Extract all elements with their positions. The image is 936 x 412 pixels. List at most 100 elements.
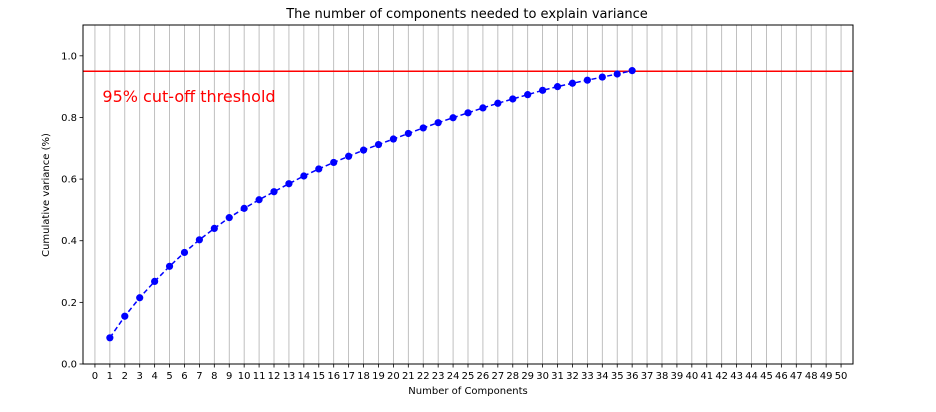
x-tick-label: 14 xyxy=(297,371,310,382)
x-tick-label: 25 xyxy=(462,371,475,382)
data-point xyxy=(479,104,487,112)
x-axis-label: Number of Components xyxy=(408,386,527,397)
data-point xyxy=(509,95,517,103)
x-tick-label: 2 xyxy=(122,371,128,382)
x-tick-label: 15 xyxy=(312,371,325,382)
data-point xyxy=(568,79,577,87)
x-tick-label: 48 xyxy=(805,371,818,382)
x-tick-label: 33 xyxy=(581,371,594,382)
x-tick-label: 36 xyxy=(626,371,639,382)
series-group xyxy=(106,67,636,342)
x-tick-label: 6 xyxy=(181,371,187,382)
x-tick-label: 34 xyxy=(596,371,609,382)
data-point xyxy=(225,214,233,222)
data-point xyxy=(330,158,338,167)
data-point xyxy=(539,86,547,94)
grid-lines xyxy=(94,25,842,364)
x-tick-label: 31 xyxy=(551,371,564,382)
y-tick-label: 0.0 xyxy=(61,360,77,371)
x-tick-label: 49 xyxy=(820,371,833,382)
x-tick-label: 45 xyxy=(760,371,773,382)
x-tick-label: 9 xyxy=(226,371,232,382)
data-point xyxy=(300,172,308,180)
x-tick-label: 41 xyxy=(700,371,713,382)
x-tick-label: 11 xyxy=(253,371,266,382)
x-tick-label: 16 xyxy=(327,371,340,382)
threshold-label: 95% cut-off threshold xyxy=(102,87,275,106)
x-tick-label: 7 xyxy=(196,371,202,382)
data-point xyxy=(315,165,323,173)
x-tick-label: 8 xyxy=(211,371,217,382)
data-point xyxy=(136,294,144,302)
data-point xyxy=(524,91,532,99)
data-point xyxy=(210,224,218,232)
x-tick-label: 21 xyxy=(402,371,415,382)
x-tick-label: 18 xyxy=(357,371,370,382)
data-point xyxy=(151,277,159,286)
x-tick-label: 13 xyxy=(283,371,296,382)
data-point xyxy=(121,312,129,320)
x-tick-label: 38 xyxy=(656,371,669,382)
data-point xyxy=(449,114,457,122)
x-tick-label: 46 xyxy=(775,371,788,382)
y-axis-label: Cumulative variance (%) xyxy=(41,133,52,257)
data-point xyxy=(404,129,412,138)
data-point xyxy=(464,109,472,117)
x-tick-label: 29 xyxy=(521,371,534,382)
x-tick-label: 40 xyxy=(685,371,698,382)
data-point xyxy=(553,83,562,91)
x-tick-label: 26 xyxy=(477,371,490,382)
data-point xyxy=(285,180,293,188)
x-tick-label: 22 xyxy=(417,371,430,382)
data-point xyxy=(270,188,278,196)
axis-ticks: 0 1 2 3 4 5 6 7 8 9 10 11 12 13 14 15 16 17 18 19 20 21 22 23 24… xyxy=(61,51,847,382)
x-tick-label: 43 xyxy=(730,371,743,382)
data-point xyxy=(180,248,189,257)
x-tick-label: 28 xyxy=(506,371,519,382)
data-point xyxy=(434,119,442,127)
x-tick-label: 20 xyxy=(387,371,400,382)
data-point xyxy=(240,204,248,212)
x-tick-label: 10 xyxy=(238,371,251,382)
x-tick-label: 12 xyxy=(268,371,281,382)
x-tick-label: 50 xyxy=(835,371,848,382)
x-tick-label: 4 xyxy=(151,371,157,382)
x-tick-label: 17 xyxy=(342,371,355,382)
x-tick-label: 3 xyxy=(137,371,143,382)
data-point xyxy=(389,135,397,143)
data-point xyxy=(359,146,368,154)
data-point xyxy=(583,76,591,84)
x-tick-label: 0 xyxy=(92,371,98,382)
y-tick-label: 0.6 xyxy=(61,175,77,186)
data-point xyxy=(419,124,427,132)
data-point xyxy=(494,99,502,107)
x-tick-label: 47 xyxy=(790,371,803,382)
series-line xyxy=(109,69,633,339)
data-point xyxy=(255,196,263,204)
y-tick-label: 0.8 xyxy=(61,113,77,124)
x-tick-label: 19 xyxy=(372,371,385,382)
data-point xyxy=(628,67,636,75)
y-tick-label: 0.4 xyxy=(61,236,77,247)
x-tick-label: 44 xyxy=(745,371,758,382)
x-tick-label: 1 xyxy=(107,371,113,382)
x-tick-label: 30 xyxy=(536,371,549,382)
y-tick-label: 0.2 xyxy=(61,298,77,309)
data-point xyxy=(195,236,203,244)
chart-title: The number of components needed to expla… xyxy=(285,7,648,22)
x-tick-label: 35 xyxy=(611,371,624,382)
data-point xyxy=(345,152,353,160)
x-tick-label: 37 xyxy=(641,371,654,382)
y-tick-label: 1.0 xyxy=(61,51,77,62)
x-tick-label: 32 xyxy=(566,371,579,382)
x-tick-label: 27 xyxy=(491,371,504,382)
x-tick-label: 24 xyxy=(447,371,460,382)
x-tick-label: 39 xyxy=(671,371,684,382)
x-tick-label: 5 xyxy=(166,371,172,382)
data-point xyxy=(613,70,621,78)
data-point xyxy=(598,73,606,81)
x-tick-label: 23 xyxy=(432,371,445,382)
data-point xyxy=(165,262,174,270)
data-point xyxy=(106,334,114,342)
